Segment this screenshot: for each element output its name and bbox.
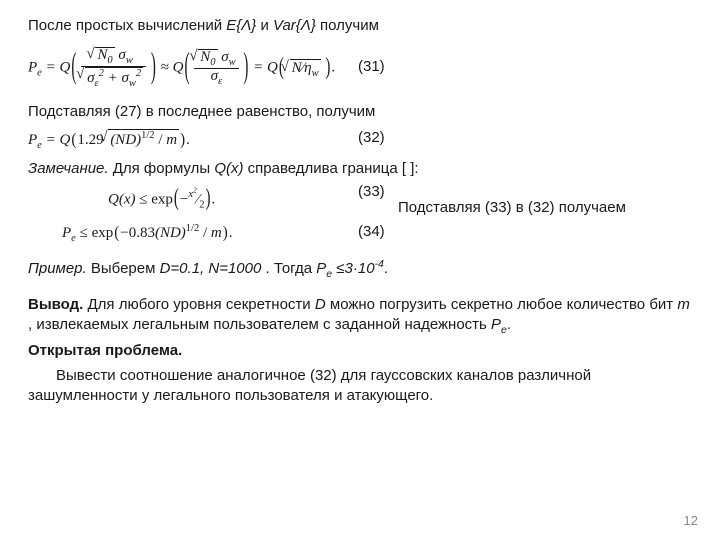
text: Выберем [91, 260, 160, 277]
example-paragraph: Пример. Выберем D=0.1, N=1000 . Тогда Pe… [28, 257, 692, 281]
subst-text: Подставляя (33) в (32) получаем [398, 199, 626, 216]
variance-symbol: Var{Λ} [273, 17, 316, 34]
text: Для любого уровня секретности [88, 296, 315, 313]
pe-symbol: Pe [491, 316, 507, 333]
equation-33-row: Q(x) ≤ exp(−x2⁄2). (33) Подставляя (33) … [28, 183, 692, 213]
note-paragraph: Замечание. Для формулы Q(x) справедлива … [28, 159, 692, 179]
conclusion-paragraph: Вывод. Для любого уровня секретности D м… [28, 295, 692, 337]
pe-symbol: Pe [316, 260, 332, 277]
equation-32-row: Pe = Q(1.29 (ND)1/2 / m). (32) [28, 127, 692, 153]
q-of-x: Q(x) [214, 160, 243, 177]
pe-bound: ≤3·10-4 [336, 260, 384, 277]
equation-number-33: (33) [358, 183, 385, 200]
paragraph-subst-27: Подставляя (27) в последнее равенство, п… [28, 102, 692, 122]
text: получим [320, 17, 379, 34]
conclusion-label: Вывод. [28, 296, 83, 313]
d-symbol: D [315, 296, 326, 313]
equation-number-31: (31) [358, 58, 385, 75]
equation-number-32: (32) [358, 129, 385, 146]
note-label: Замечание. [28, 160, 109, 177]
open-problem-body: Вывести соотношение аналогичное (32) для… [28, 366, 692, 407]
page-number: 12 [684, 513, 698, 528]
example-values: D=0.1, N=1000 [160, 260, 262, 277]
equation-34: Pe ≤ exp(−0.83(ND)1/2 / m). [62, 223, 232, 244]
open-problem-label: Открытая проблема. [28, 341, 692, 361]
equation-number-34: (34) [358, 223, 385, 240]
text: . Тогда [266, 260, 317, 277]
equation-32: Pe = Q(1.29 (ND)1/2 / m). [28, 129, 190, 151]
open-problem-heading: Открытая проблема. [28, 342, 182, 359]
text: , извлекаемых легальным пользователем с … [28, 316, 491, 333]
expectation-symbol: E{Λ} [226, 17, 256, 34]
text: . [507, 316, 511, 333]
text: Вывести соотношение аналогичное (32) для… [28, 367, 591, 404]
paragraph-intro: После простых вычислений E{Λ} и Var{Λ} п… [28, 16, 692, 36]
text: . [384, 260, 388, 277]
m-symbol: m [677, 296, 690, 313]
equation-33: Q(x) ≤ exp(−x2⁄2). [108, 186, 215, 211]
equation-31-row: Pe = Q( N0 σw σε2 + σw2 ) ≈ Q( N0 σw σε … [28, 40, 692, 96]
text: и [260, 17, 273, 34]
text: Для формулы [113, 160, 215, 177]
text: После простых вычислений [28, 17, 226, 34]
text: можно погрузить секретно любое количеств… [330, 296, 677, 313]
text: справедлива граница [ ]: [248, 160, 419, 177]
equation-31: Pe = Q( N0 σw σε2 + σw2 ) ≈ Q( N0 σw σε … [28, 47, 335, 89]
equation-34-row: Pe ≤ exp(−0.83(ND)1/2 / m). (34) [28, 219, 692, 249]
example-label: Пример. [28, 260, 87, 277]
